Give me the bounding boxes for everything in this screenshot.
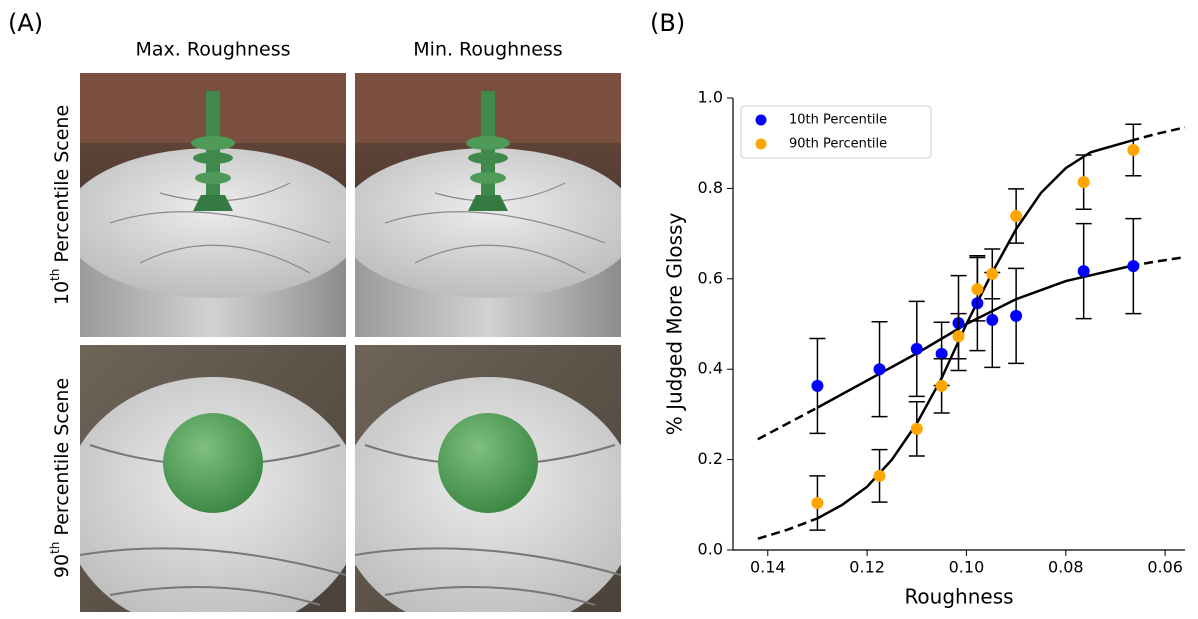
point bbox=[986, 267, 999, 280]
point bbox=[971, 283, 984, 296]
point bbox=[1127, 143, 1140, 156]
point bbox=[986, 313, 999, 326]
point bbox=[873, 363, 886, 376]
point bbox=[910, 422, 923, 435]
point bbox=[1077, 265, 1090, 278]
point bbox=[1010, 309, 1023, 322]
column-title: Min. Roughness bbox=[413, 39, 562, 61]
point bbox=[811, 496, 824, 509]
row-label: 90th Percentile Scene bbox=[48, 378, 73, 578]
row-label-number: 10 bbox=[51, 281, 73, 305]
legend-label: 90th Percentile bbox=[789, 137, 887, 152]
x-tick-label: 0.14 bbox=[750, 558, 786, 577]
row-label-suffix: th bbox=[48, 542, 62, 554]
fit-line bbox=[757, 406, 819, 441]
row-label-text: Percentile Scene bbox=[51, 378, 73, 536]
fit-line bbox=[816, 139, 1131, 520]
point bbox=[935, 347, 948, 360]
x-axis-label: Roughness bbox=[904, 585, 1013, 609]
y-tick-label: 0.2 bbox=[698, 449, 723, 468]
column-title: Max. Roughness bbox=[135, 39, 290, 61]
point bbox=[1077, 176, 1090, 189]
row-label: 10th Percentile Scene bbox=[48, 105, 73, 305]
point bbox=[910, 342, 923, 355]
legend-box bbox=[740, 105, 932, 159]
legend-marker bbox=[755, 114, 767, 126]
scene-image bbox=[355, 73, 621, 337]
y-tick-label: 1.0 bbox=[698, 88, 723, 107]
panel-label: (B) bbox=[650, 9, 685, 37]
x-tick-label: 0.12 bbox=[849, 558, 885, 577]
row-label-suffix: th bbox=[48, 269, 62, 281]
point bbox=[873, 469, 886, 482]
y-axis-label: % Judged More Glossy bbox=[663, 213, 687, 436]
scene-image bbox=[80, 73, 346, 337]
y-tick-label: 0.4 bbox=[698, 359, 723, 378]
fit-line bbox=[1130, 126, 1186, 143]
fit-line bbox=[757, 517, 818, 540]
point bbox=[811, 379, 824, 392]
x-tick-label: 0.06 bbox=[1147, 558, 1183, 577]
point bbox=[952, 330, 965, 343]
y-tick-label: 0.8 bbox=[698, 178, 723, 197]
scene-image bbox=[80, 345, 346, 612]
point bbox=[1127, 260, 1140, 273]
row-label-text: Percentile Scene bbox=[51, 105, 73, 263]
x-tick-label: 0.08 bbox=[1048, 558, 1084, 577]
y-tick-label: 0.6 bbox=[698, 268, 723, 287]
panel-label: (A) bbox=[8, 9, 43, 37]
x-tick-label: 0.10 bbox=[949, 558, 985, 577]
point bbox=[1010, 209, 1023, 222]
legend-marker bbox=[755, 138, 767, 150]
scene-image bbox=[355, 345, 621, 612]
point bbox=[935, 379, 948, 392]
row-label-number: 90 bbox=[51, 554, 73, 578]
y-tick-label: 0.0 bbox=[698, 540, 723, 559]
legend-label: 10th Percentile bbox=[789, 113, 887, 128]
